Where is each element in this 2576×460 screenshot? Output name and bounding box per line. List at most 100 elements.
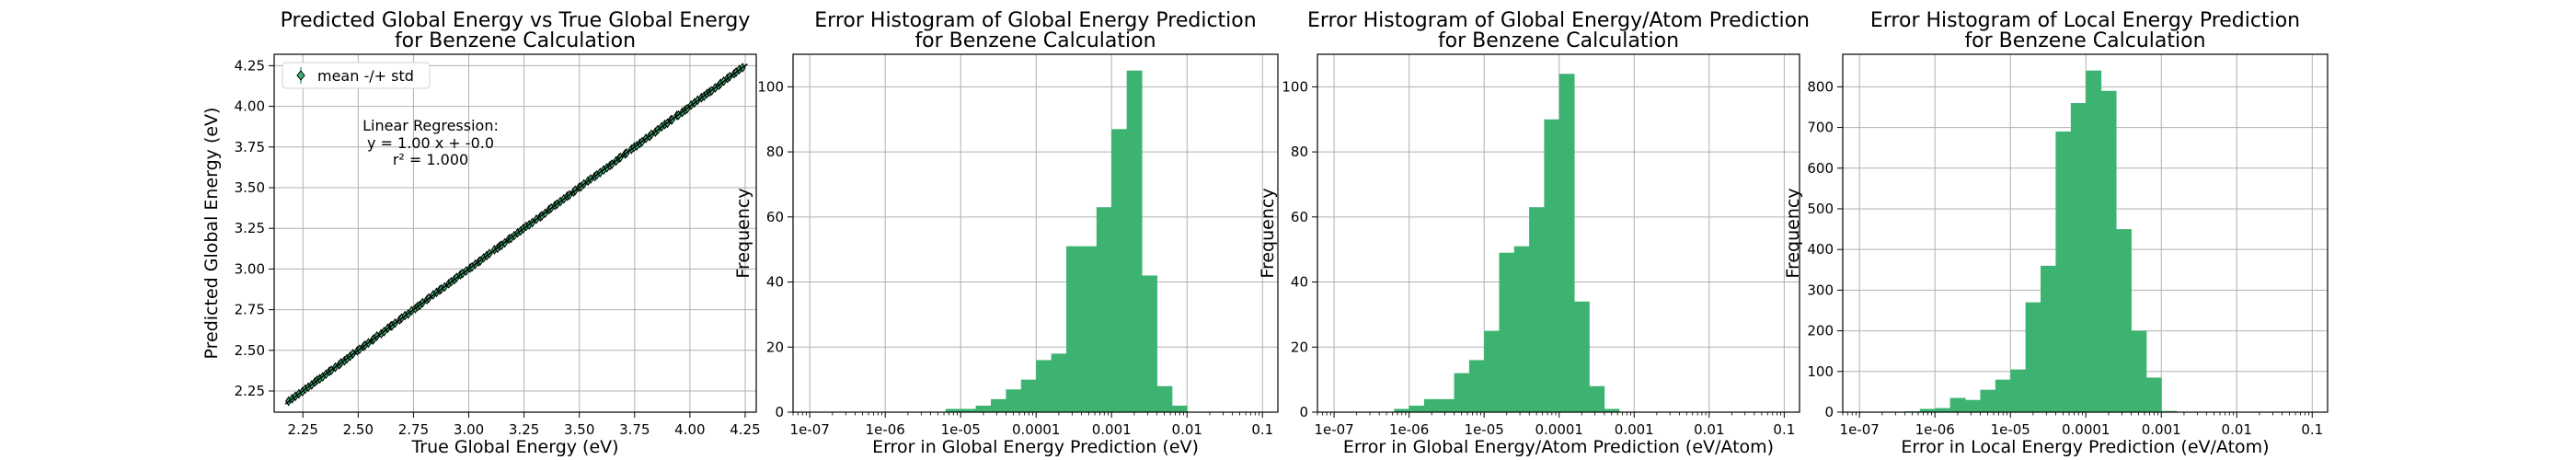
x-tick-label: 1e-06: [1915, 421, 1955, 438]
histogram-bar: [1394, 408, 1410, 412]
x-tick-label: 3.25: [509, 421, 539, 438]
histogram-bar: [2116, 229, 2132, 412]
histogram-bar: [1171, 405, 1188, 412]
x-axis-minor-ticks: [1842, 412, 2309, 416]
y-tick-label: 2.25: [235, 383, 265, 399]
x-axis-ticks: 1e-07 1e-06 1e-05 0.0001 0.001 0.01 0.1: [1314, 412, 1795, 438]
histogram-panel-global-energy-per-atom-error: Error Histogram of Global Energy/Atom Pr…: [1258, 9, 1810, 457]
y-tick-label: 4.25: [235, 57, 265, 74]
histogram-panel-global-energy-error: Error Histogram of Global Energy Predict…: [733, 9, 1279, 457]
plot-area: [1842, 53, 2329, 413]
x-tick-label: 0.001: [2142, 421, 2181, 438]
histogram-bar: [945, 408, 961, 412]
histogram-bar: [1604, 408, 1620, 412]
x-tick-label: 1e-05: [941, 421, 981, 438]
chart-title-line-1: Error Histogram of Local Energy Predicti…: [1870, 9, 2300, 32]
histogram-bar: [1513, 246, 1530, 412]
plot-area: [792, 53, 1279, 413]
histogram-bar: [2145, 377, 2162, 412]
x-tick-label: 1e-07: [1314, 421, 1353, 438]
x-tick-label: 0.0001: [2062, 421, 2110, 438]
chart-title-line-1: Predicted Global Energy vs True Global E…: [281, 9, 751, 32]
histogram-bar: [2010, 369, 2027, 412]
regression-annotation-line-2: y = 1.00 x + -0.0: [367, 134, 494, 152]
x-tick-label: 1e-07: [1840, 421, 1880, 438]
histogram-bar: [1574, 301, 1590, 412]
y-tick-label: 20: [766, 339, 784, 355]
y-tick-label: 100: [1807, 363, 1834, 380]
histogram-bar: [1589, 385, 1605, 412]
chart-title-line-2: for Benzene Calculation: [914, 29, 1156, 52]
regression-annotation-line-1: Linear Regression:: [362, 117, 499, 134]
x-tick-label: 1e-07: [790, 421, 830, 438]
histogram-bar: [2025, 302, 2041, 412]
y-tick-label: 800: [1807, 78, 1834, 95]
histogram-bar: [1439, 398, 1455, 412]
histogram-bar: [2055, 131, 2072, 412]
y-tick-label: 2.50: [235, 342, 265, 359]
histogram-bar: [2041, 265, 2056, 412]
x-axis-label: Error in Global Energy Prediction (eV): [872, 437, 1199, 457]
chart-title-line-2: for Benzene Calculation: [1964, 29, 2205, 52]
y-tick-label: 100: [1282, 78, 1308, 95]
x-tick-label: 0.1: [1773, 421, 1795, 438]
chart-title-line-2: for Benzene Calculation: [395, 29, 636, 52]
gridlines: [1843, 54, 2328, 413]
y-tick-label: 3.25: [235, 220, 265, 236]
x-tick-label: 1e-06: [866, 421, 905, 438]
axes-frame: [1842, 53, 2329, 413]
histogram-bar: [991, 398, 1006, 412]
histogram-bar: [1980, 389, 1996, 412]
x-tick-label: 0.0001: [1535, 421, 1583, 438]
histogram-bar: [1965, 399, 1981, 412]
histogram-bar: [1935, 408, 1951, 412]
y-tick-label: 2.75: [235, 302, 265, 318]
y-tick-label: 40: [1291, 274, 1308, 291]
y-axis-label: Frequency: [1258, 188, 1278, 278]
axes-frame: [792, 53, 1279, 413]
y-tick-label: 500: [1807, 201, 1834, 217]
legend: mean -/+ std: [282, 62, 431, 89]
x-axis-label: Error in Local Energy Prediction (eV/Ato…: [1901, 437, 2269, 457]
histogram-bar: [1111, 129, 1128, 412]
x-tick-label: 3.50: [564, 421, 594, 438]
x-tick-label: 1e-06: [1389, 421, 1429, 438]
histogram-bar: [1468, 360, 1485, 412]
y-tick-label: 20: [1291, 339, 1308, 355]
y-axis-ticks: 2.25 2.50 2.75 3.00 3.25 3.50 3.75 4.00 4.25: [235, 57, 274, 399]
y-tick-label: 4.00: [235, 98, 265, 115]
histogram-bar: [1484, 330, 1500, 412]
regression-line: [284, 63, 748, 405]
histogram-bars: [1904, 70, 2192, 412]
y-tick-label: 40: [766, 274, 784, 291]
y-tick-label: 200: [1807, 323, 1834, 339]
chart-title-line-2: for Benzene Calculation: [1438, 29, 1679, 52]
y-tick-label: 100: [757, 78, 784, 95]
histogram-bars: [945, 70, 1188, 412]
regression-annotation-line-3: r² = 1.000: [393, 151, 468, 168]
histogram-bar: [1454, 373, 1470, 412]
histogram-bars: [1394, 74, 1620, 412]
x-tick-label: 0.0001: [1012, 421, 1061, 438]
y-axis-ticks: 0 20 40 60 80 100: [1282, 78, 1317, 420]
histogram-bar: [975, 405, 992, 412]
x-tick-label: 3.00: [454, 421, 484, 438]
histogram-bar: [1096, 207, 1112, 412]
histogram-bar: [1919, 408, 1936, 412]
histogram-panel-local-energy-error: Error Histogram of Local Energy Predicti…: [1783, 9, 2329, 457]
histogram-bar: [1081, 246, 1098, 412]
histogram-bar: [1051, 353, 1067, 412]
x-tick-label: 0.1: [2301, 421, 2323, 438]
x-tick-label: 4.00: [674, 421, 705, 438]
y-axis-ticks: 0 20 40 60 80 100: [757, 78, 793, 420]
histogram-bar: [1409, 405, 1425, 412]
x-axis-minor-ticks: [1317, 412, 1782, 416]
x-tick-label: 2.75: [398, 421, 429, 438]
y-tick-label: 60: [1291, 209, 1308, 225]
histogram-bar: [2131, 330, 2147, 412]
histogram-bar: [1529, 207, 1545, 412]
x-axis-label: True Global Energy (eV): [410, 437, 618, 457]
histogram-bar: [1423, 398, 1440, 412]
y-tick-label: 60: [766, 209, 784, 225]
